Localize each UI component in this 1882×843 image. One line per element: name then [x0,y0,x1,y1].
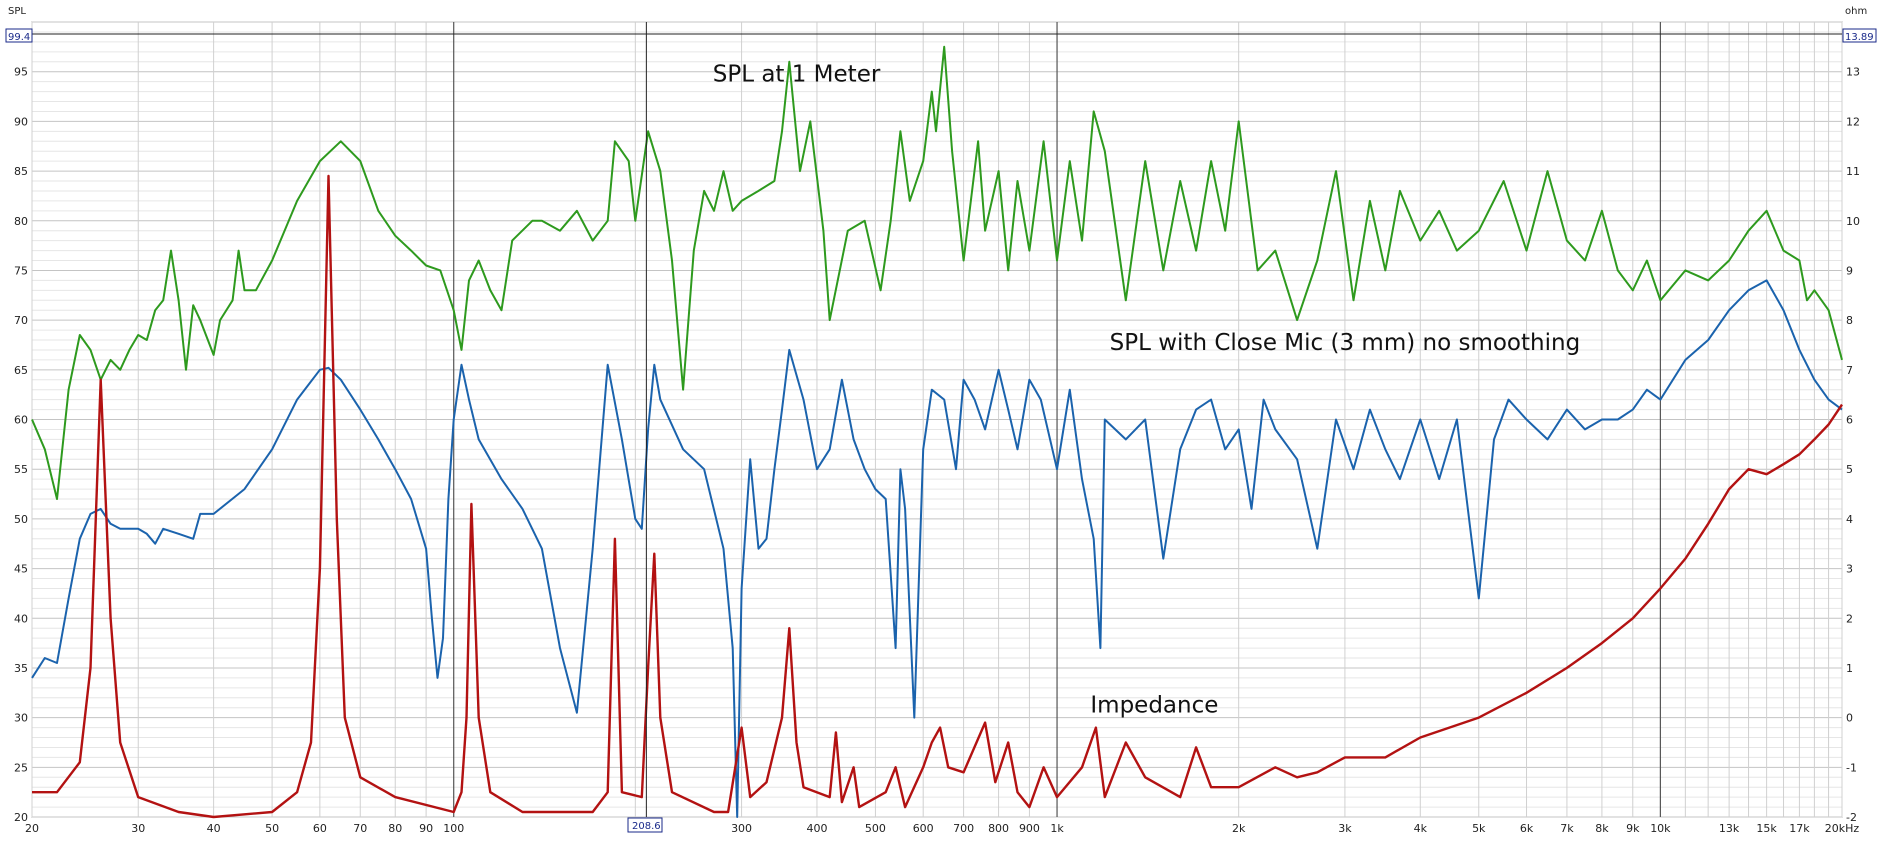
x-tick-label: 30 [131,822,145,835]
series-line-3 [32,174,1843,819]
y-tick-label-right: 2 [1846,612,1853,625]
y-tick-label-right: 4 [1846,513,1853,526]
x-tick-label: 17k [1789,822,1810,835]
y-tick-label-right: 11 [1846,165,1860,178]
y-tick-label-left: 30 [14,712,28,725]
chart-annotation: Impedance [1090,693,1218,719]
x-tick-label: 15k [1756,822,1777,835]
x-tick-label: 40 [207,822,221,835]
y-tick-label-left: 75 [14,264,28,277]
tick-labels: 2030405060708090100230040050060070080090… [14,66,1860,835]
series-group [31,45,1843,819]
y-tick-label-right: 5 [1846,463,1853,476]
x-tick-label: 9k [1626,822,1640,835]
x-tick-label: 100 [443,822,464,835]
left-axis-label: SPL [8,6,26,17]
y-tick-label-left: 20 [14,811,28,824]
y-tick-label-right: -1 [1846,761,1857,774]
y-tick-label-left: 45 [14,563,28,576]
y-tick-label-right: 13 [1846,66,1860,79]
y-tick-label-right: 9 [1846,264,1853,277]
cursor-readout-x: 208.6 [632,821,661,832]
x-tick-label: 900 [1019,822,1040,835]
x-tick-label: 7k [1560,822,1574,835]
y-tick-label-right: 1 [1846,662,1853,675]
x-tick-label: 3k [1338,822,1352,835]
right-axis-label: ohm [1845,6,1867,17]
y-tick-label-left: 55 [14,463,28,476]
y-tick-label-right: 7 [1846,364,1853,377]
y-tick-label-left: 40 [14,612,28,625]
y-tick-label-right: 10 [1846,215,1860,228]
x-tick-label: 400 [806,822,827,835]
x-tick-label: 500 [865,822,886,835]
y-tick-label-left: 85 [14,165,28,178]
x-tick-label: 2k [1232,822,1246,835]
y-tick-label-left: 25 [14,761,28,774]
x-tick-label: 4k [1414,822,1428,835]
y-tick-label-right: 12 [1846,115,1860,128]
y-tick-label-left: 50 [14,513,28,526]
x-tick-label: 90 [419,822,433,835]
y-tick-label-right: -2 [1846,811,1857,824]
x-tick-label: 800 [988,822,1009,835]
x-tick-label: 80 [388,822,402,835]
y-tick-label-right: 8 [1846,314,1853,327]
x-tick-label: 10k [1650,822,1671,835]
x-tick-label: 60 [313,822,327,835]
cursor-readout-left: 99.4 [8,32,30,43]
y-tick-label-left: 35 [14,662,28,675]
series-line-2 [31,279,1843,818]
x-tick-label: 600 [913,822,934,835]
x-tick-label: 20kHz [1825,822,1860,835]
x-tick-label: 1k [1050,822,1064,835]
cursor-readout-left-box [5,28,33,43]
cursor-readout-right: 13.89 [1845,32,1874,43]
chart-annotation: SPL at 1 Meter [713,62,881,88]
y-tick-label-left: 70 [14,314,28,327]
x-tick-label: 20 [25,822,39,835]
x-tick-label: 6k [1520,822,1534,835]
x-tick-label: 8k [1595,822,1609,835]
x-tick-label: 70 [353,822,367,835]
y-tick-label-right: 0 [1846,712,1853,725]
y-tick-label-left: 95 [14,66,28,79]
x-tick-label: 50 [265,822,279,835]
annotations: SPL at 1 Meter SPL with Close Mic (3 mm) … [713,62,1580,719]
y-tick-label-left: 65 [14,364,28,377]
cursor-group[interactable] [32,22,1842,817]
x-tick-label: 700 [953,822,974,835]
series-line-1 [31,45,1843,500]
x-tick-label: 300 [731,822,752,835]
cursor-readout-x-box [627,817,663,833]
chart-annotation: SPL with Close Mic (3 mm) no smoothing [1110,330,1581,356]
x-tick-label: 13k [1719,822,1740,835]
cursor-readout-right-box [1842,28,1877,43]
y-tick-label-left: 80 [14,215,28,228]
y-tick-label-right: 6 [1846,414,1853,427]
y-tick-label-left: 60 [14,414,28,427]
y-tick-label-right: 3 [1846,563,1853,576]
grid [31,21,1843,818]
y-tick-label-left: 90 [14,115,28,128]
x-tick-label: 5k [1472,822,1486,835]
